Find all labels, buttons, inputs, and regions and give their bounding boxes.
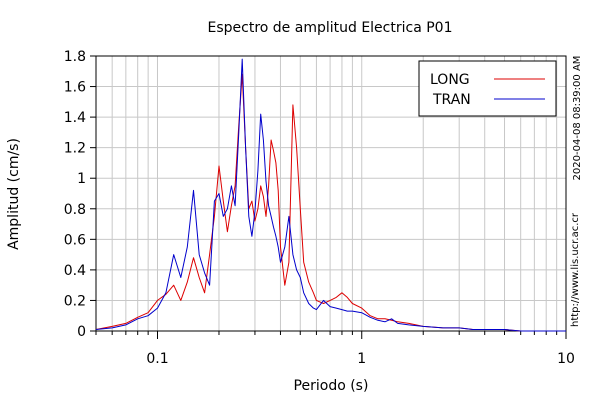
y-axis-label: Amplitud (cm/s) [6, 138, 22, 250]
y-tick-label: 0.2 [64, 293, 86, 309]
legend-label-tran: TRAN [432, 92, 471, 108]
x-axis-label: Periodo (s) [294, 378, 369, 394]
legend-box [418, 60, 557, 117]
tick-labels: 0 0.2 0.4 0.6 0.8 1 1.2 1.4 1.6 1.8 0.1 1 10 [64, 49, 575, 367]
y-tick-label: 0.6 [64, 232, 86, 248]
series-line-tran [95, 58, 566, 332]
y-tick-label: 1.4 [64, 110, 86, 126]
x-tick-label: 1 [357, 351, 366, 367]
x-tick-label: 10 [557, 351, 575, 367]
chart-title: Espectro de amplitud Electrica P01 [208, 20, 453, 36]
source-url-text: http://www.lis.ucr.ac.cr [570, 212, 581, 327]
timestamp-text: 2020-04-08 08:39:00 AM [572, 56, 583, 181]
y-tick-label: 1.2 [64, 141, 86, 157]
y-tick-label: 1.6 [64, 80, 86, 96]
y-tick-label: 1 [77, 171, 86, 187]
x-tick-label: 0.1 [146, 351, 168, 367]
y-tick-label: 0.4 [64, 263, 86, 279]
y-tick-label: 0.8 [64, 202, 86, 218]
tick-marks [90, 55, 567, 339]
legend-label-long: LONG [430, 72, 470, 88]
legend: LONG TRAN [418, 60, 557, 117]
y-tick-label: 1.8 [64, 49, 86, 65]
series-line-long [95, 73, 566, 332]
series-layer [95, 58, 566, 332]
y-tick-label: 0 [77, 324, 86, 340]
plot-frame [95, 55, 567, 332]
